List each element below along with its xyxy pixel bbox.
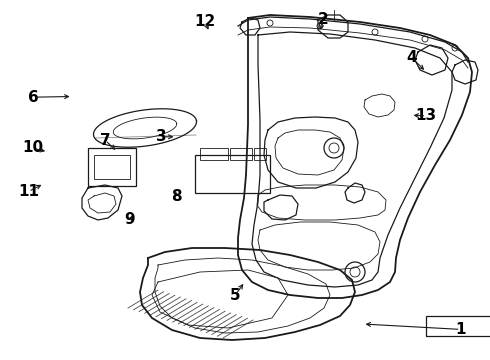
Text: 9: 9 [124, 212, 135, 227]
Text: 8: 8 [171, 189, 182, 204]
Text: 6: 6 [28, 90, 39, 105]
Bar [426, 316, 490, 336]
Bar [254, 148, 266, 160]
Text: 11: 11 [18, 184, 39, 199]
Bar [230, 148, 252, 160]
Bar [195, 155, 270, 193]
Text: 13: 13 [416, 108, 437, 123]
Bar [88, 148, 136, 186]
Text: 1: 1 [455, 322, 466, 337]
Text: 7: 7 [100, 133, 111, 148]
Text: 3: 3 [156, 129, 167, 144]
Bar [94, 155, 130, 179]
Text: 4: 4 [406, 50, 417, 65]
Text: 5: 5 [230, 288, 241, 303]
Bar [200, 148, 228, 160]
Text: 2: 2 [318, 12, 329, 27]
Text: 12: 12 [194, 14, 216, 29]
Text: 10: 10 [23, 140, 44, 155]
